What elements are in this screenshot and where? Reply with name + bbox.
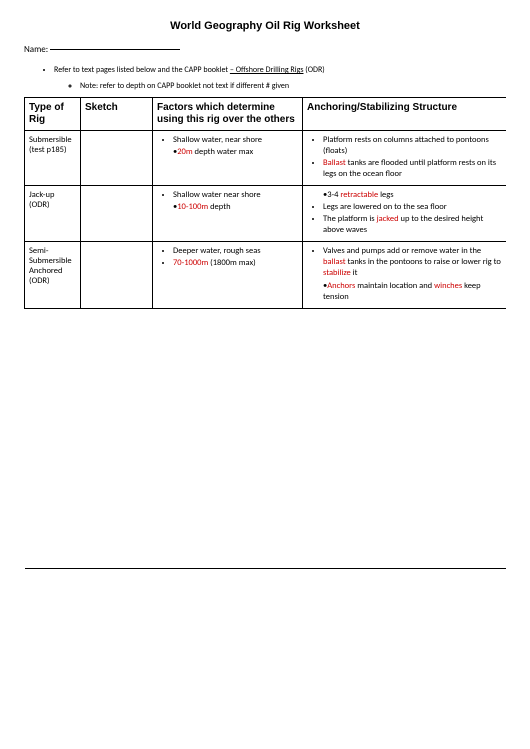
- table-row: Semi- Submersible Anchored (ODR) Deeper …: [25, 242, 507, 308]
- instr-post: (ODR): [304, 65, 325, 75]
- header-factors: Factors which determine using this rig o…: [153, 98, 303, 131]
- header-type: Type of Rig: [25, 98, 81, 131]
- header-anchor: Anchoring/Stabilizing Structure: [303, 98, 507, 131]
- instruction-sub: Note: refer to depth on CAPP booklet not…: [80, 81, 506, 91]
- anchor-item: Ballast tanks are flooded until platform…: [323, 158, 502, 180]
- cell-sketch: [81, 186, 153, 242]
- factor-item: •20m depth water max: [157, 147, 298, 158]
- anchor-item: •3-4 retractable legs: [307, 190, 502, 201]
- type-text: Anchored: [29, 266, 76, 276]
- text: maintain location and: [355, 281, 434, 291]
- table-row: Submersible (test p185) Shallow water, n…: [25, 131, 507, 186]
- instr-link: – Offshore Drilling Rigs: [230, 65, 304, 75]
- factor-item: •10-100m depth: [157, 202, 298, 213]
- instruction-main: Refer to text pages listed below and the…: [54, 65, 506, 75]
- text: tanks are flooded until platform rests o…: [323, 158, 496, 179]
- red-text: Ballast: [323, 158, 346, 168]
- anchor-item: Valves and pumps add or remove water in …: [323, 246, 502, 279]
- table-row: Jack-up (ODR) Shallow water near shore •…: [25, 186, 507, 242]
- text: depth water max: [193, 147, 254, 157]
- cell-sketch: [81, 242, 153, 308]
- red-text: 70-1000m: [173, 258, 208, 268]
- factor-item: Deeper water, rough seas: [173, 246, 298, 257]
- type-text: (test p185): [29, 145, 76, 155]
- text: depth: [208, 202, 230, 212]
- factor-item: 70-1000m (1800m max): [173, 258, 298, 269]
- red-text: Anchors: [327, 281, 355, 291]
- red-text: retractable: [340, 190, 378, 200]
- name-underline: [50, 49, 180, 50]
- cell-factors: Shallow water, near shore •20m depth wat…: [153, 131, 303, 186]
- cell-factors: Shallow water near shore •10-100m depth: [153, 186, 303, 242]
- text: legs: [378, 190, 393, 200]
- header-sketch: Sketch: [81, 98, 153, 131]
- text: Valves and pumps add or remove water in …: [323, 246, 481, 256]
- table-header-row: Type of Rig Sketch Factors which determi…: [25, 98, 507, 131]
- spacer-cell: [25, 308, 507, 568]
- red-text: ballast: [323, 257, 346, 267]
- text: The platform is: [323, 214, 377, 224]
- worksheet-table: Type of Rig Sketch Factors which determi…: [24, 97, 506, 569]
- text: (1800m max): [208, 258, 256, 268]
- anchor-item: The platform is jacked up to the desired…: [323, 214, 502, 236]
- cell-anchor: Valves and pumps add or remove water in …: [303, 242, 507, 308]
- anchor-item: Legs are lowered on to the sea floor: [323, 202, 502, 213]
- type-text: (ODR): [29, 276, 76, 286]
- page-title: World Geography Oil Rig Worksheet: [24, 20, 506, 32]
- anchor-item: •Anchors maintain location and winches k…: [307, 281, 502, 303]
- red-text: winches: [434, 281, 462, 291]
- type-text: Jack-up: [29, 190, 76, 200]
- name-label: Name:: [24, 44, 48, 55]
- red-text: 10-100m: [177, 202, 208, 212]
- cell-sketch: [81, 131, 153, 186]
- red-text: 20m: [177, 147, 192, 157]
- type-text: Submersible: [29, 135, 76, 145]
- cell-anchor: •3-4 retractable legs Legs are lowered o…: [303, 186, 507, 242]
- cell-type: Submersible (test p185): [25, 131, 81, 186]
- factor-item: Shallow water near shore: [173, 190, 298, 201]
- factor-item: Shallow water, near shore: [173, 135, 298, 146]
- cell-factors: Deeper water, rough seas 70-1000m (1800m…: [153, 242, 303, 308]
- anchor-item: Platform rests on columns attached to po…: [323, 135, 502, 157]
- type-text: Semi-: [29, 246, 76, 256]
- cell-anchor: Platform rests on columns attached to po…: [303, 131, 507, 186]
- text: 3-4: [327, 190, 340, 200]
- name-field-row: Name:: [24, 44, 506, 55]
- cell-type: Semi- Submersible Anchored (ODR): [25, 242, 81, 308]
- instr-pre: Refer to text pages listed below and the…: [54, 65, 230, 75]
- text: tanks in the pontoons to raise or lower …: [346, 257, 501, 267]
- table-spacer-row: [25, 308, 507, 568]
- text: it: [351, 268, 358, 278]
- instructions-block: Refer to text pages listed below and the…: [44, 65, 506, 91]
- red-text: stabilize: [323, 268, 351, 278]
- cell-type: Jack-up (ODR): [25, 186, 81, 242]
- type-text: (ODR): [29, 200, 76, 210]
- type-text: Submersible: [29, 256, 76, 266]
- red-text: jacked: [377, 214, 399, 224]
